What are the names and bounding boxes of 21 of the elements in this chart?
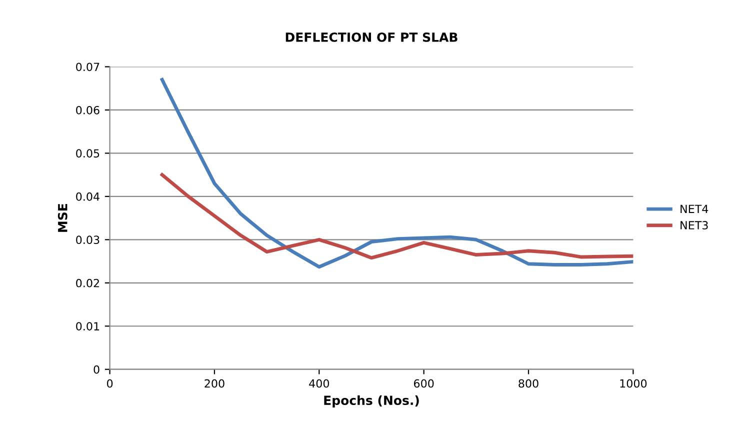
x-tick-label: 0 (107, 379, 113, 388)
legend-label: NET3 (680, 221, 708, 230)
line-series (160, 78, 634, 269)
y-tick-label: 0.05 (76, 149, 100, 158)
x-tick-label: 400 (309, 379, 330, 388)
x-tick-label: 1000 (620, 379, 647, 388)
x-tick-label: 600 (414, 379, 434, 388)
y-tick-label: 0.04 (76, 192, 100, 201)
y-tick-label: 0.01 (76, 322, 100, 330)
x-axis-title: Epochs (Nos.) (324, 395, 419, 408)
y-tick-label: 0.06 (76, 106, 100, 114)
y-tick-label: 0.07 (76, 62, 100, 72)
chart-title: DEFLECTION OF PT SLAB (286, 32, 458, 42)
legend-label: NET4 (680, 204, 708, 213)
y-tick-label: 0 (94, 365, 100, 374)
x-tick-label: 200 (204, 379, 224, 388)
y-tick-label: 0.02 (76, 278, 99, 288)
y-tick-label: 0.03 (76, 236, 100, 244)
line-series (160, 173, 634, 260)
y-axis-title: MSE (58, 204, 68, 232)
x-tick-label: 800 (518, 379, 538, 388)
